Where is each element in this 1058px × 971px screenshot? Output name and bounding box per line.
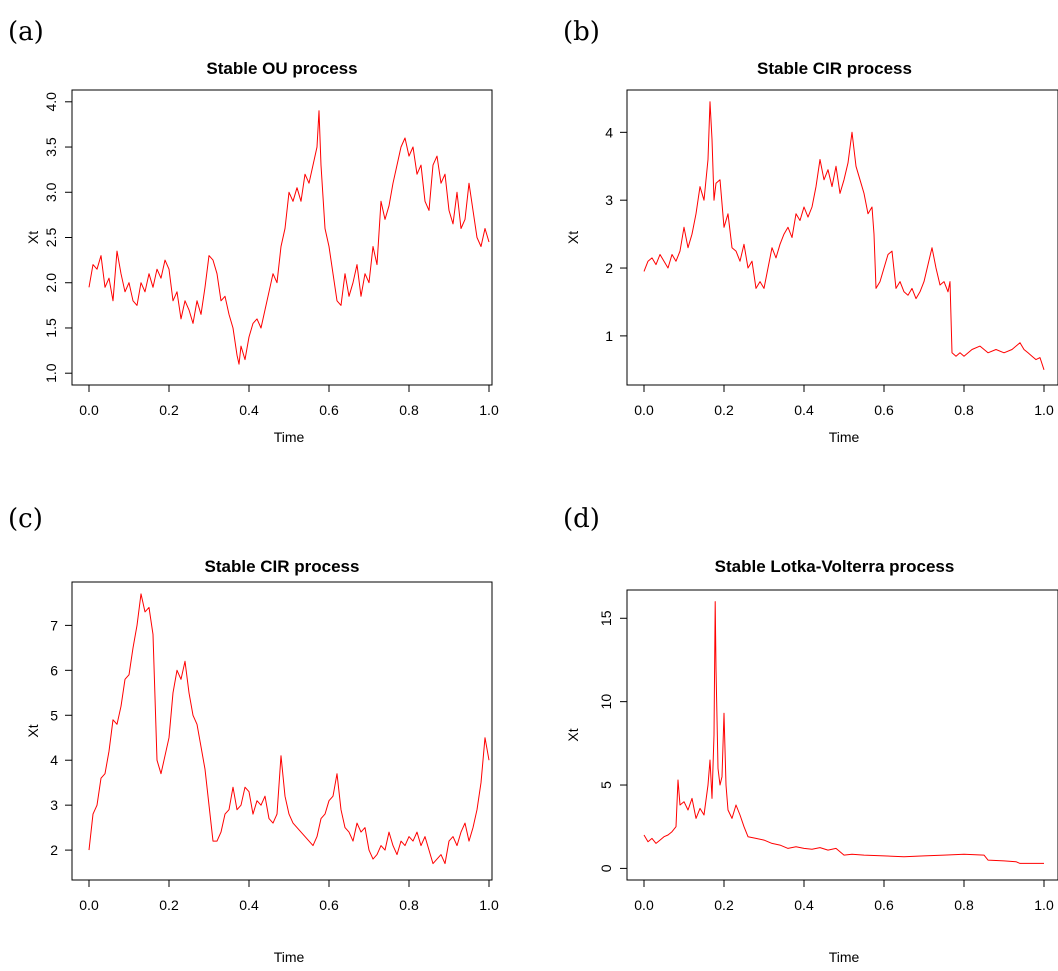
plot-frame — [626, 589, 1058, 881]
y-tick-label: 3.5 — [43, 137, 59, 157]
x-tick-label: 1.0 — [479, 897, 499, 913]
x-tick-label: 0.4 — [239, 897, 259, 913]
y-tick-label: 10 — [598, 694, 614, 710]
y-tick-label: 4 — [50, 752, 58, 768]
panel-a: (a) Stable OU process 0.0 0.2 0.4 0.6 0.8 1.0 1.… — [8, 17, 499, 445]
plot-frame — [626, 89, 1058, 386]
x-axis-label: Time — [274, 429, 305, 445]
y-tick-label: 2 — [605, 260, 613, 276]
plot-frame — [71, 581, 493, 881]
y-tick-label: 1.0 — [43, 363, 59, 383]
plot-frame — [71, 89, 493, 386]
chart-title: Stable Lotka-Volterra process — [715, 557, 955, 576]
x-axis-label: Time — [274, 949, 305, 965]
panel-b: (b) Stable CIR process 0.0 0.2 0.4 0.6 0.8 1.0 1… — [563, 17, 1058, 445]
x-tick-label: 0.8 — [954, 402, 974, 418]
x-tick-label: 0.2 — [159, 897, 179, 913]
panel-c: (c) Stable CIR process 0.0 0.2 0.4 0.6 0.8 1.0 2… — [8, 504, 499, 965]
x-tick-label: 0.6 — [874, 897, 894, 913]
y-tick-label: 5 — [598, 781, 614, 789]
x-tick-label: 0.8 — [399, 897, 419, 913]
chart-title: Stable CIR process — [757, 59, 912, 78]
chart-title: Stable CIR process — [205, 557, 360, 576]
x-tick-label: 1.0 — [479, 402, 499, 418]
x-tick-label: 0.0 — [79, 402, 99, 418]
x-axis-label: Time — [829, 429, 860, 445]
y-tick-label: 1.5 — [43, 318, 59, 338]
panel-label: (b) — [563, 17, 600, 47]
x-tick-label: 0.4 — [794, 402, 814, 418]
x-tick-label: 1.0 — [1034, 897, 1054, 913]
panel-d: (d) Stable Lotka-Volterra process 0.0 0.2 0.… — [563, 504, 1058, 965]
y-tick-label: 2 — [50, 842, 58, 858]
y-axis-label: Xt — [565, 728, 581, 741]
y-axis-label: Xt — [25, 724, 41, 737]
x-tick-label: 0.2 — [159, 402, 179, 418]
x-tick-label: 0.4 — [794, 897, 814, 913]
x-tick-label: 0.0 — [634, 402, 654, 418]
y-tick-label: 0 — [598, 864, 614, 872]
panel-label: (c) — [8, 504, 43, 534]
panel-label: (a) — [8, 17, 44, 47]
panel-label: (d) — [563, 504, 600, 534]
x-tick-label: 0.2 — [714, 897, 734, 913]
chart-title: Stable OU process — [206, 59, 357, 78]
x-tick-label: 0.6 — [319, 897, 339, 913]
y-tick-label: 2.5 — [43, 228, 59, 248]
y-axis-label: Xt — [565, 231, 581, 244]
x-axis-label: Time — [829, 949, 860, 965]
y-tick-label: 5 — [50, 707, 58, 723]
y-tick-label: 4 — [605, 124, 613, 140]
y-tick-label: 15 — [598, 610, 614, 626]
y-axis-label: Xt — [25, 231, 41, 244]
y-tick-label: 4.0 — [43, 92, 59, 112]
y-tick-label: 7 — [50, 617, 58, 633]
series-line — [88, 593, 490, 865]
y-tick-label: 2.0 — [43, 273, 59, 293]
y-tick-label: 3 — [50, 797, 58, 813]
x-tick-label: 0.0 — [634, 897, 654, 913]
x-tick-label: 0.8 — [954, 897, 974, 913]
x-tick-label: 0.4 — [239, 402, 259, 418]
x-tick-label: 0.0 — [79, 897, 99, 913]
x-tick-label: 0.8 — [399, 402, 419, 418]
series-line — [88, 110, 490, 365]
y-tick-label: 1 — [605, 328, 613, 344]
x-tick-label: 0.6 — [874, 402, 894, 418]
y-tick-label: 3 — [605, 192, 613, 208]
x-tick-label: 1.0 — [1034, 402, 1054, 418]
y-tick-label: 3.0 — [43, 182, 59, 202]
y-tick-label: 6 — [50, 662, 58, 678]
x-tick-label: 0.2 — [714, 402, 734, 418]
series-line — [643, 601, 1044, 864]
series-line — [643, 101, 1045, 370]
x-tick-label: 0.6 — [319, 402, 339, 418]
